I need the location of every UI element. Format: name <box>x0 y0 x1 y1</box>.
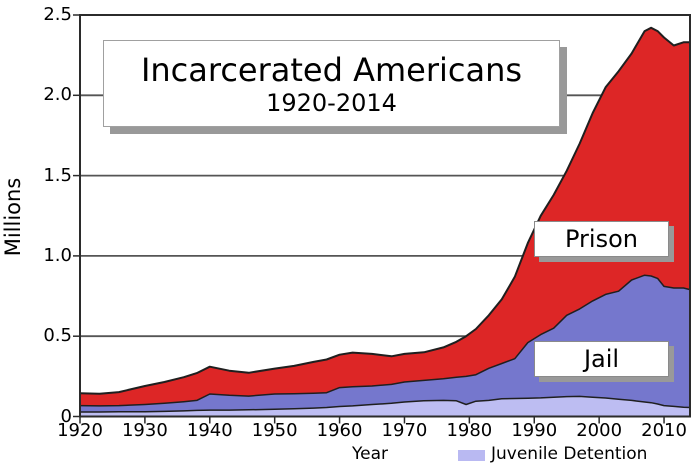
x-tick-label: 1940 <box>186 420 233 441</box>
x-tick-label: 1930 <box>121 420 168 441</box>
legend-label: Juvenile Detention <box>491 444 648 464</box>
prison-boundary-line <box>79 26 690 395</box>
prison-area <box>80 27 690 417</box>
y-tick-label: 1.0 <box>43 244 72 266</box>
y-tick-label: 2.5 <box>43 4 72 25</box>
y-tick-label: 2.0 <box>43 84 72 106</box>
juvenile-detention-boundary-line <box>80 395 691 413</box>
chart-title: Incarcerated Americans <box>140 50 523 89</box>
x-tick-label: 1920 <box>57 420 103 441</box>
x-axis-label: Year <box>352 444 388 464</box>
x-tick-label: 1980 <box>446 420 493 441</box>
x-tick-label: 2000 <box>576 420 623 441</box>
chart-title-box: Incarcerated Americans 1920-2014 <box>103 40 560 127</box>
x-tick-label: 1960 <box>316 420 363 441</box>
plot-border <box>79 14 691 418</box>
jail-area-label-text: Jail <box>583 345 620 373</box>
y-tick-label: 0 <box>60 405 72 427</box>
x-tick-label: 1990 <box>511 420 558 441</box>
legend: Juvenile Detention <box>458 444 647 464</box>
x-tick-label: 1950 <box>251 420 298 441</box>
jail-area <box>80 275 690 417</box>
y-tick-label: 0.5 <box>43 325 72 347</box>
jail-boundary-line <box>79 274 691 407</box>
chart-subtitle: 1920-2014 <box>266 88 397 117</box>
prison-area-label-text: Prison <box>565 225 638 253</box>
x-tick-label: 1970 <box>381 420 428 441</box>
prison-area-label: Prison <box>534 221 669 257</box>
jail-area-label: Jail <box>534 341 669 377</box>
x-tick-label: 2010 <box>641 420 687 441</box>
y-tick-label: 1.5 <box>43 164 72 186</box>
juvenile-detention-swatch <box>458 450 485 461</box>
juvenile-detention-area <box>80 396 690 417</box>
